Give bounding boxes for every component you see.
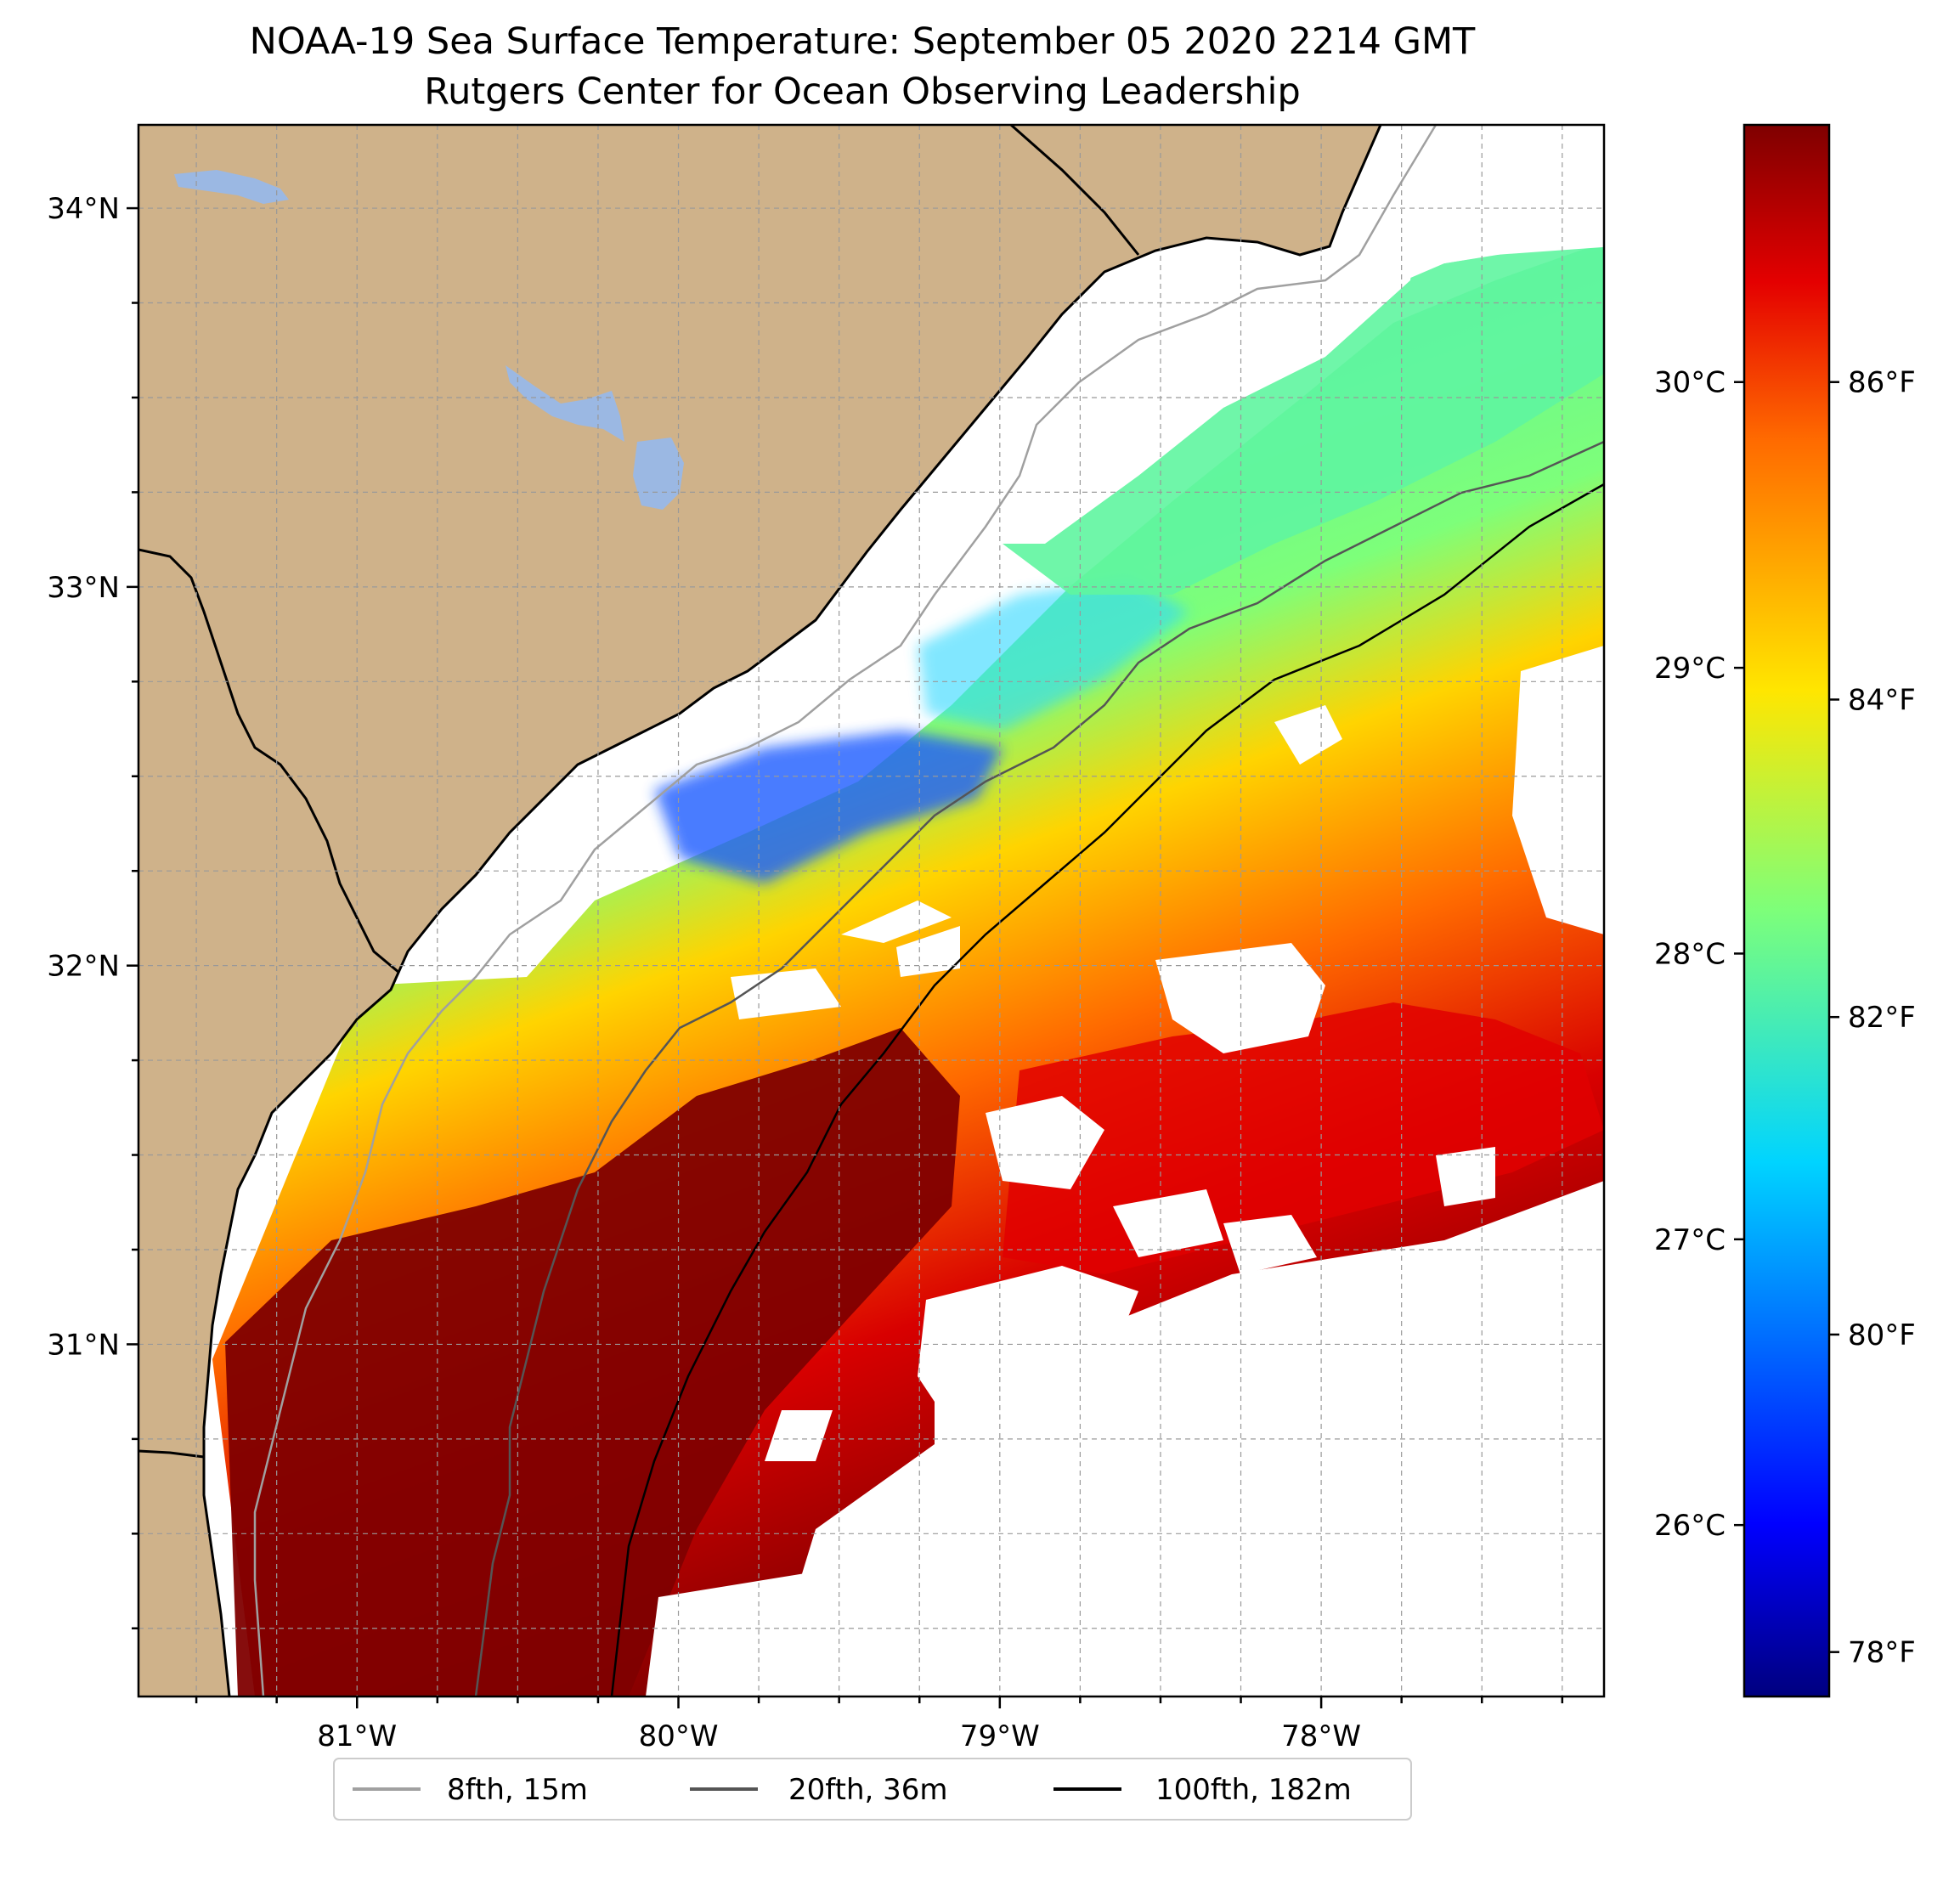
celsius-tick-label: 27°C — [1654, 1223, 1726, 1257]
lat-tick-label: 31°N — [47, 1328, 120, 1362]
celsius-tick-label: 26°C — [1654, 1509, 1726, 1543]
colorbar-gradient — [1743, 123, 1831, 1698]
colorbar-ticks: 30°C 29°C 28°C 27°C 26°C 86°F 84°F 82°F 80°F 78°F — [1654, 366, 1916, 1670]
gridlines — [138, 125, 1604, 1697]
fahrenheit-tick-label: 84°F — [1848, 683, 1916, 717]
legend-item-8fth: 8fth, 15m — [353, 1773, 588, 1807]
lat-tick-label: 34°N — [47, 192, 120, 226]
contour-8fth — [253, 125, 1438, 1697]
celsius-tick-label: 30°C — [1654, 366, 1726, 400]
colorbar: 30°C 29°C 28°C 27°C 26°C 86°F 84°F 82°F 80°F 78°F — [1654, 123, 1916, 1698]
fahrenheit-tick-label: 86°F — [1848, 366, 1916, 400]
sst-dark-red-core — [225, 1028, 960, 1697]
legend-label-8fth: 8fth, 15m — [447, 1773, 588, 1807]
legend-label-20fth: 20fth, 36m — [788, 1773, 948, 1807]
lat-tick-label: 32°N — [47, 950, 120, 984]
lakes — [174, 170, 684, 510]
sst-cool-patch — [654, 731, 1003, 884]
land-mass — [138, 125, 1381, 1697]
state-borders — [138, 125, 1140, 1459]
map-subtitle: Rutgers Center for Ocean Observing Leade… — [424, 71, 1301, 113]
lat-tick-label: 33°N — [47, 571, 120, 605]
celsius-tick-label: 29°C — [1654, 652, 1726, 686]
lon-tick-label: 80°W — [639, 1719, 719, 1753]
legend-box — [333, 1758, 1412, 1821]
sst-cyan-patch — [918, 578, 1189, 731]
contour-100fth — [610, 483, 1604, 1697]
lon-tick-label: 79°W — [960, 1719, 1040, 1753]
celsius-tick-label: 28°C — [1654, 937, 1726, 971]
map-panel[interactable] — [138, 125, 1614, 1697]
longitude-axis: 81°W 80°W 79°W 78°W — [195, 1697, 1564, 1753]
legend-item-20fth: 20fth, 36m — [690, 1773, 948, 1807]
coastline — [202, 125, 1382, 1697]
map-frame — [137, 123, 1606, 1698]
lon-tick-label: 81°W — [317, 1719, 397, 1753]
fahrenheit-tick-label: 80°F — [1848, 1318, 1916, 1352]
sst-north-green — [977, 238, 1604, 595]
latitude-axis: 34°N 33°N 32°N 31°N — [47, 192, 138, 1630]
contour-legend: 8fth, 15m 20fth, 36m 100fth, 182m — [333, 1758, 1412, 1821]
lon-tick-label: 78°W — [1281, 1719, 1361, 1753]
map-title: NOAA-19 Sea Surface Temperature: Septemb… — [250, 20, 1476, 63]
contour-20fth — [474, 440, 1604, 1697]
legend-item-100fth: 100fth, 182m — [1053, 1773, 1352, 1807]
depth-contours — [253, 125, 1604, 1697]
fahrenheit-tick-label: 82°F — [1848, 1001, 1916, 1035]
fahrenheit-tick-label: 78°F — [1848, 1636, 1916, 1670]
legend-label-100fth: 100fth, 182m — [1155, 1773, 1352, 1807]
